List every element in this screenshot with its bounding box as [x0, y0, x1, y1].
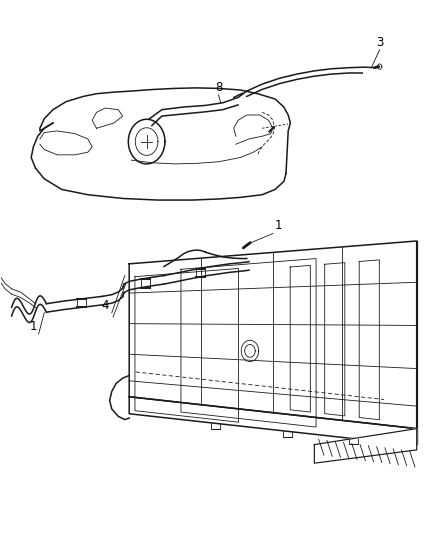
Polygon shape: [314, 429, 417, 463]
Text: 3: 3: [376, 36, 383, 49]
Text: 1: 1: [30, 320, 37, 333]
Text: 1: 1: [275, 219, 283, 232]
Text: 8: 8: [215, 80, 222, 94]
Text: 4: 4: [101, 298, 109, 312]
